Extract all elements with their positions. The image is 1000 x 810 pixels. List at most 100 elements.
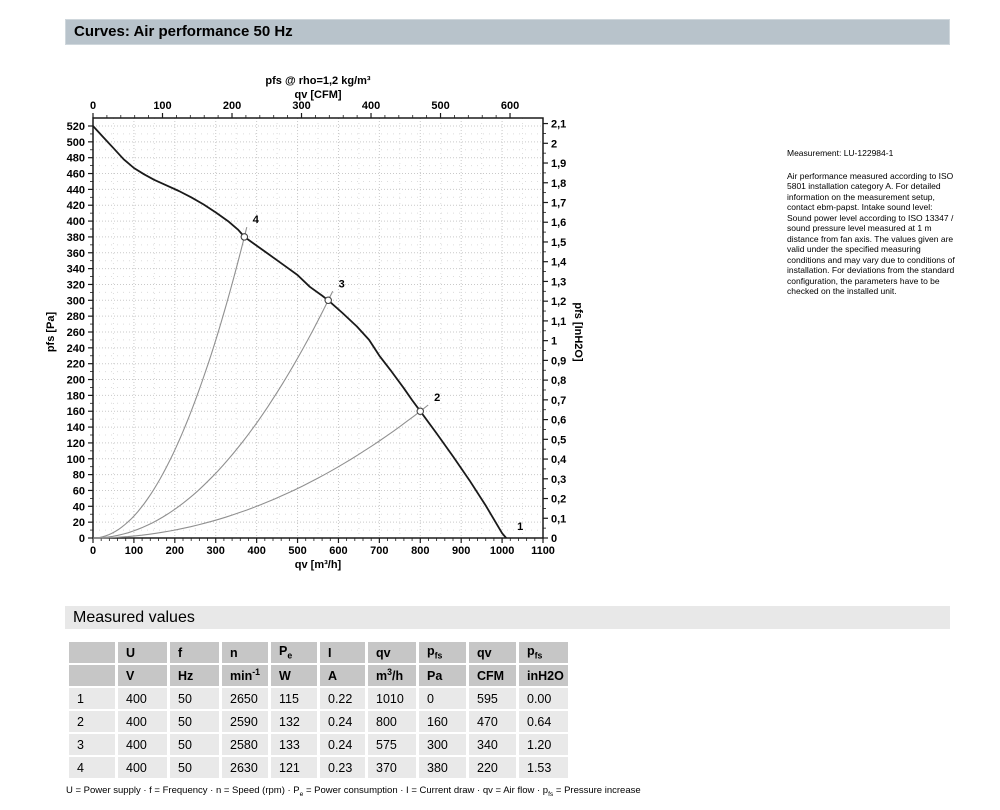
chart-title: pfs @ rho=1,2 kg/m³ — [265, 75, 371, 87]
system-curve — [92, 226, 248, 539]
svg-text:380: 380 — [67, 232, 85, 244]
system-curve — [92, 291, 334, 539]
cell: 220 — [469, 757, 516, 778]
svg-text:420: 420 — [67, 200, 85, 212]
svg-text:180: 180 — [67, 390, 85, 402]
cell: 1.20 — [519, 734, 568, 755]
cell: 133 — [271, 734, 317, 755]
svg-text:1,1: 1,1 — [551, 316, 566, 328]
svg-text:700: 700 — [370, 545, 388, 557]
measurement-note: Measurement: LU-122984-1 Air performance… — [787, 148, 955, 297]
right-axis-title: pfs [InH2O] — [572, 302, 584, 362]
col-header: U — [118, 642, 167, 663]
operating-point-label: 2 — [434, 392, 440, 404]
col-header: n — [222, 642, 268, 663]
svg-text:340: 340 — [67, 264, 85, 276]
svg-text:200: 200 — [67, 375, 85, 387]
svg-text:480: 480 — [67, 153, 85, 165]
cell: 340 — [469, 734, 516, 755]
svg-text:800: 800 — [411, 545, 429, 557]
col-unit: W — [271, 665, 317, 686]
svg-text:40: 40 — [73, 501, 85, 513]
gridlines — [93, 118, 543, 538]
svg-text:100: 100 — [125, 545, 143, 557]
svg-text:1100: 1100 — [531, 545, 555, 557]
svg-text:1,8: 1,8 — [551, 178, 566, 190]
svg-text:1,5: 1,5 — [551, 237, 566, 249]
col-unit: inH2O — [519, 665, 568, 686]
col-header: pfs — [419, 642, 466, 663]
operating-point-label: 3 — [339, 278, 345, 290]
col-unit: V — [118, 665, 167, 686]
svg-text:0: 0 — [551, 533, 557, 545]
cell: 400 — [118, 711, 167, 732]
col-header — [69, 642, 115, 663]
cell: 2580 — [222, 734, 268, 755]
svg-text:1,3: 1,3 — [551, 276, 566, 288]
svg-text:520: 520 — [67, 121, 85, 133]
svg-text:240: 240 — [67, 343, 85, 355]
col-header: qv — [368, 642, 416, 663]
svg-text:100: 100 — [67, 454, 85, 466]
cell: 0.23 — [320, 757, 365, 778]
cell: 0.22 — [320, 688, 365, 709]
svg-text:1,2: 1,2 — [551, 296, 566, 308]
cell: 50 — [170, 688, 219, 709]
svg-text:460: 460 — [67, 169, 85, 181]
svg-text:200: 200 — [166, 545, 184, 557]
air-performance-chart: 0 100 200 300 400 500 600 700 800 900 1000 1100 0 100… — [30, 70, 610, 580]
section-header-curves: Curves: Air performance 50 Hz — [65, 19, 950, 45]
svg-text:0,2: 0,2 — [551, 494, 566, 506]
svg-text:160: 160 — [67, 406, 85, 418]
table-footnote: U = Power supply · f = Frequency · n = S… — [66, 785, 641, 798]
operating-point-marker — [324, 296, 332, 305]
svg-text:1,6: 1,6 — [551, 217, 566, 229]
operating-point-label: 4 — [253, 214, 260, 226]
top-axis-title: qv [CFM] — [294, 89, 341, 101]
svg-text:260: 260 — [67, 327, 85, 339]
operating-point-markers: 1 — [240, 233, 523, 533]
fan-curve — [92, 125, 507, 539]
svg-text:20: 20 — [73, 517, 85, 529]
cell: 160 — [419, 711, 466, 732]
svg-text:200: 200 — [223, 100, 241, 112]
table-row: 4 400 50 2630 121 0.23 370 380 220 1.53 — [69, 757, 568, 778]
bottom-axis-title: qv [m³/h] — [295, 559, 342, 571]
cell: 2 — [69, 711, 115, 732]
cell: 132 — [271, 711, 317, 732]
system-curves: 2 3 4 — [92, 214, 440, 539]
svg-text:1: 1 — [551, 336, 557, 348]
cell: 400 — [118, 688, 167, 709]
svg-text:220: 220 — [67, 359, 85, 371]
cell: 300 — [419, 734, 466, 755]
svg-text:1,7: 1,7 — [551, 197, 566, 209]
svg-text:1,9: 1,9 — [551, 158, 566, 170]
cell: 2650 — [222, 688, 268, 709]
svg-text:500: 500 — [67, 137, 85, 149]
svg-text:440: 440 — [67, 184, 85, 196]
svg-text:2: 2 — [551, 138, 557, 150]
svg-text:2,1: 2,1 — [551, 119, 566, 131]
cell: 115 — [271, 688, 317, 709]
col-header: Pe — [271, 642, 317, 663]
cell: 0.64 — [519, 711, 568, 732]
cell: 800 — [368, 711, 416, 732]
plot-frame — [92, 117, 544, 539]
col-header: I — [320, 642, 365, 663]
svg-text:600: 600 — [329, 545, 347, 557]
col-unit — [69, 665, 115, 686]
svg-text:0,1: 0,1 — [551, 513, 566, 525]
cell: 370 — [368, 757, 416, 778]
cell: 1.53 — [519, 757, 568, 778]
system-curve — [92, 404, 429, 539]
col-header: f — [170, 642, 219, 663]
svg-text:0,7: 0,7 — [551, 395, 566, 407]
cell: 50 — [170, 711, 219, 732]
svg-text:0: 0 — [90, 545, 96, 557]
cell: 400 — [118, 757, 167, 778]
svg-text:280: 280 — [67, 311, 85, 323]
svg-text:320: 320 — [67, 279, 85, 291]
svg-text:300: 300 — [67, 295, 85, 307]
svg-text:0,3: 0,3 — [551, 474, 566, 486]
